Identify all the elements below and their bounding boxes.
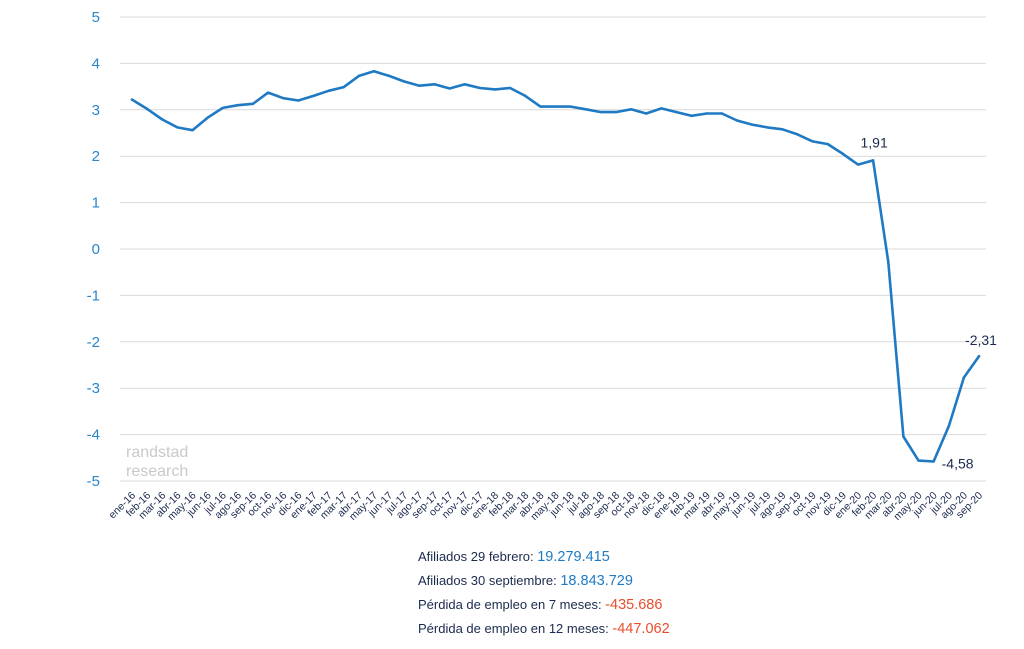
data-point	[781, 128, 784, 131]
data-point	[645, 112, 648, 115]
y-tick-label: 4	[92, 55, 100, 72]
data-point	[841, 152, 845, 156]
grid-lines	[120, 16, 986, 482]
y-tick-label: -3	[87, 380, 100, 397]
stat-label: Pérdida de empleo en 7 meses:	[418, 597, 606, 612]
data-point	[251, 102, 255, 105]
data-point	[554, 105, 557, 108]
y-tick-label: -4	[87, 427, 100, 444]
data-point	[629, 108, 633, 111]
data-point	[191, 129, 194, 132]
data-point	[675, 110, 678, 114]
data-point	[448, 87, 451, 90]
stat-value: 18.843.729	[560, 573, 633, 589]
data-point	[614, 110, 618, 114]
data-point	[282, 97, 285, 100]
data-point	[826, 142, 829, 146]
y-tick-label: -1	[87, 287, 100, 304]
stat-value: -435.686	[605, 597, 663, 613]
data-point	[266, 91, 270, 94]
data-point	[796, 133, 799, 136]
watermark-line2: research	[126, 463, 188, 480]
data-label: 1,91	[861, 134, 888, 150]
data-point	[705, 112, 708, 115]
data-point	[539, 105, 542, 108]
y-tick-label: -5	[87, 473, 100, 490]
series-line	[130, 70, 981, 463]
data-point	[403, 80, 406, 83]
y-tick-label: 0	[92, 241, 100, 258]
stat-row-afiliados-septiembre: Afiliados 30 septiembre: 18.843.729	[418, 569, 838, 593]
stat-row-perdida-12-meses: Pérdida de empleo en 12 meses: -447.062	[418, 617, 838, 641]
x-axis-ticks: ene-16feb-16mar-16abr-16may-16jun-16jul-…	[107, 490, 986, 523]
data-point	[161, 118, 164, 121]
data-point	[947, 425, 950, 428]
data-point	[811, 140, 814, 143]
data-point	[418, 84, 421, 87]
data-point	[145, 107, 149, 111]
stat-row-perdida-7-meses: Pérdida de empleo en 7 meses: -435.686	[418, 593, 838, 617]
stat-value: 19.279.415	[537, 549, 610, 565]
y-tick-label: 1	[92, 195, 100, 212]
data-point	[221, 106, 224, 110]
data-label: -4,58	[942, 456, 974, 472]
data-point	[977, 354, 981, 358]
data-point	[327, 89, 330, 92]
data-point	[690, 114, 693, 118]
stat-label: Afiliados 29 febrero:	[418, 549, 538, 564]
data-point	[493, 88, 497, 91]
data-point	[524, 94, 527, 98]
data-point	[357, 74, 361, 78]
data-point	[902, 435, 905, 438]
data-point	[735, 119, 739, 122]
data-point	[856, 163, 860, 166]
data-point	[478, 86, 482, 90]
data-point	[433, 83, 436, 86]
data-point	[569, 105, 572, 108]
data-point	[599, 110, 603, 114]
data-point	[932, 460, 935, 463]
stat-label: Afiliados 30 septiembre:	[418, 573, 561, 588]
y-tick-label: 5	[92, 9, 100, 26]
data-point	[297, 99, 300, 102]
data-point	[917, 459, 920, 462]
data-label: -2,31	[965, 332, 997, 348]
data-point	[206, 116, 209, 119]
y-axis-ticks: 5 4 3 2 1 0 -1 -2 -3 -4 -5	[87, 9, 100, 490]
data-point	[236, 103, 240, 107]
y-tick-label: 2	[92, 148, 100, 165]
data-point	[508, 86, 512, 90]
stat-row-afiliados-febrero: Afiliados 29 febrero: 19.279.415	[418, 545, 838, 569]
data-point	[962, 376, 966, 379]
data-point	[584, 108, 587, 111]
data-point	[766, 126, 769, 129]
data-point	[372, 70, 376, 73]
line-chart: 5 4 3 2 1 0 -1 -2 -3 -4 -5 ene-16feb-16mar-16abr-1…	[87, 9, 998, 523]
randstad-research-watermark: randstad research	[126, 444, 188, 480]
y-tick-label: -2	[87, 334, 100, 351]
data-point	[463, 83, 466, 86]
y-tick-label: 3	[92, 102, 100, 119]
annotations: 1,91 -4,58 -2,31	[861, 134, 998, 471]
data-point	[387, 74, 391, 78]
data-point	[720, 112, 724, 115]
data-point	[750, 123, 754, 126]
stat-value: -447.062	[612, 621, 670, 637]
employment-summary: Afiliados 29 febrero: 19.279.415 Afiliad…	[418, 545, 838, 641]
data-point	[660, 107, 663, 110]
stat-label: Pérdida de empleo en 12 meses:	[418, 621, 613, 636]
data-point	[176, 126, 179, 129]
data-point	[887, 260, 890, 264]
data-point	[130, 98, 134, 101]
series-layer	[130, 70, 981, 463]
data-point	[312, 94, 315, 98]
data-point	[871, 159, 875, 162]
data-point	[342, 85, 345, 89]
watermark-line1: randstad	[126, 444, 188, 461]
